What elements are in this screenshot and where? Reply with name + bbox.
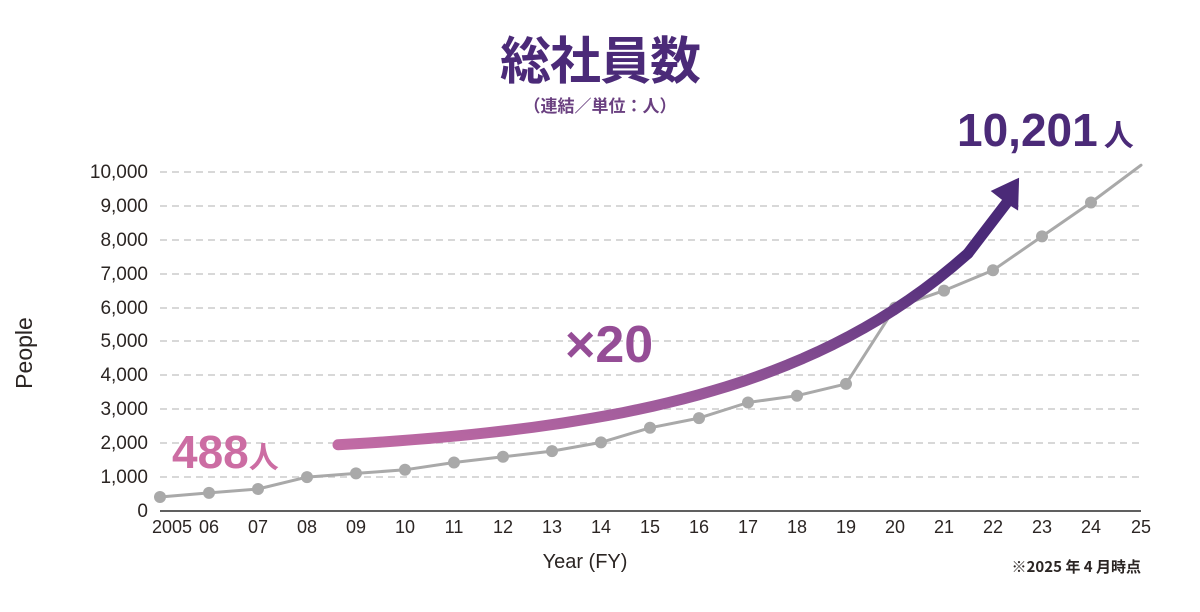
svg-text:×20: ×20 (565, 316, 653, 374)
svg-text:3,000: 3,000 (100, 399, 148, 420)
svg-text:2005: 2005 (152, 517, 192, 537)
svg-text:10,000: 10,000 (90, 162, 148, 183)
svg-text:Year (FY): Year (FY) (543, 551, 628, 573)
svg-text:10: 10 (395, 517, 415, 537)
svg-text:25: 25 (1131, 517, 1151, 537)
svg-text:23: 23 (1032, 517, 1052, 537)
svg-text:5,000: 5,000 (100, 331, 148, 352)
svg-text:16: 16 (689, 517, 709, 537)
svg-text:22: 22 (983, 517, 1003, 537)
svg-text:15: 15 (640, 517, 660, 537)
svg-text:11: 11 (445, 517, 464, 537)
svg-text:8,000: 8,000 (100, 230, 148, 251)
svg-text:6,000: 6,000 (100, 298, 148, 319)
svg-text:08: 08 (297, 517, 317, 537)
svg-text:13: 13 (542, 517, 562, 537)
svg-text:17: 17 (738, 517, 758, 537)
svg-text:12: 12 (493, 517, 513, 537)
svg-text:06: 06 (199, 517, 219, 537)
svg-text:People: People (11, 317, 37, 389)
svg-text:07: 07 (248, 517, 268, 537)
svg-text:7,000: 7,000 (100, 264, 148, 285)
svg-text:18: 18 (787, 517, 807, 537)
svg-text:※2025 年 4 月時点: ※2025 年 4 月時点 (1012, 556, 1141, 577)
svg-text:19: 19 (836, 517, 856, 537)
svg-text:24: 24 (1081, 517, 1101, 537)
svg-text:21: 21 (934, 517, 954, 537)
svg-text:14: 14 (591, 517, 611, 537)
svg-text:20: 20 (885, 517, 905, 537)
svg-text:1,000: 1,000 (100, 467, 148, 488)
svg-text:9,000: 9,000 (100, 196, 148, 217)
svg-text:2,000: 2,000 (100, 433, 148, 454)
svg-text:09: 09 (346, 517, 366, 537)
svg-text:0: 0 (137, 501, 148, 522)
svg-text:488人: 488人 (172, 426, 279, 478)
svg-text:4,000: 4,000 (100, 365, 148, 386)
